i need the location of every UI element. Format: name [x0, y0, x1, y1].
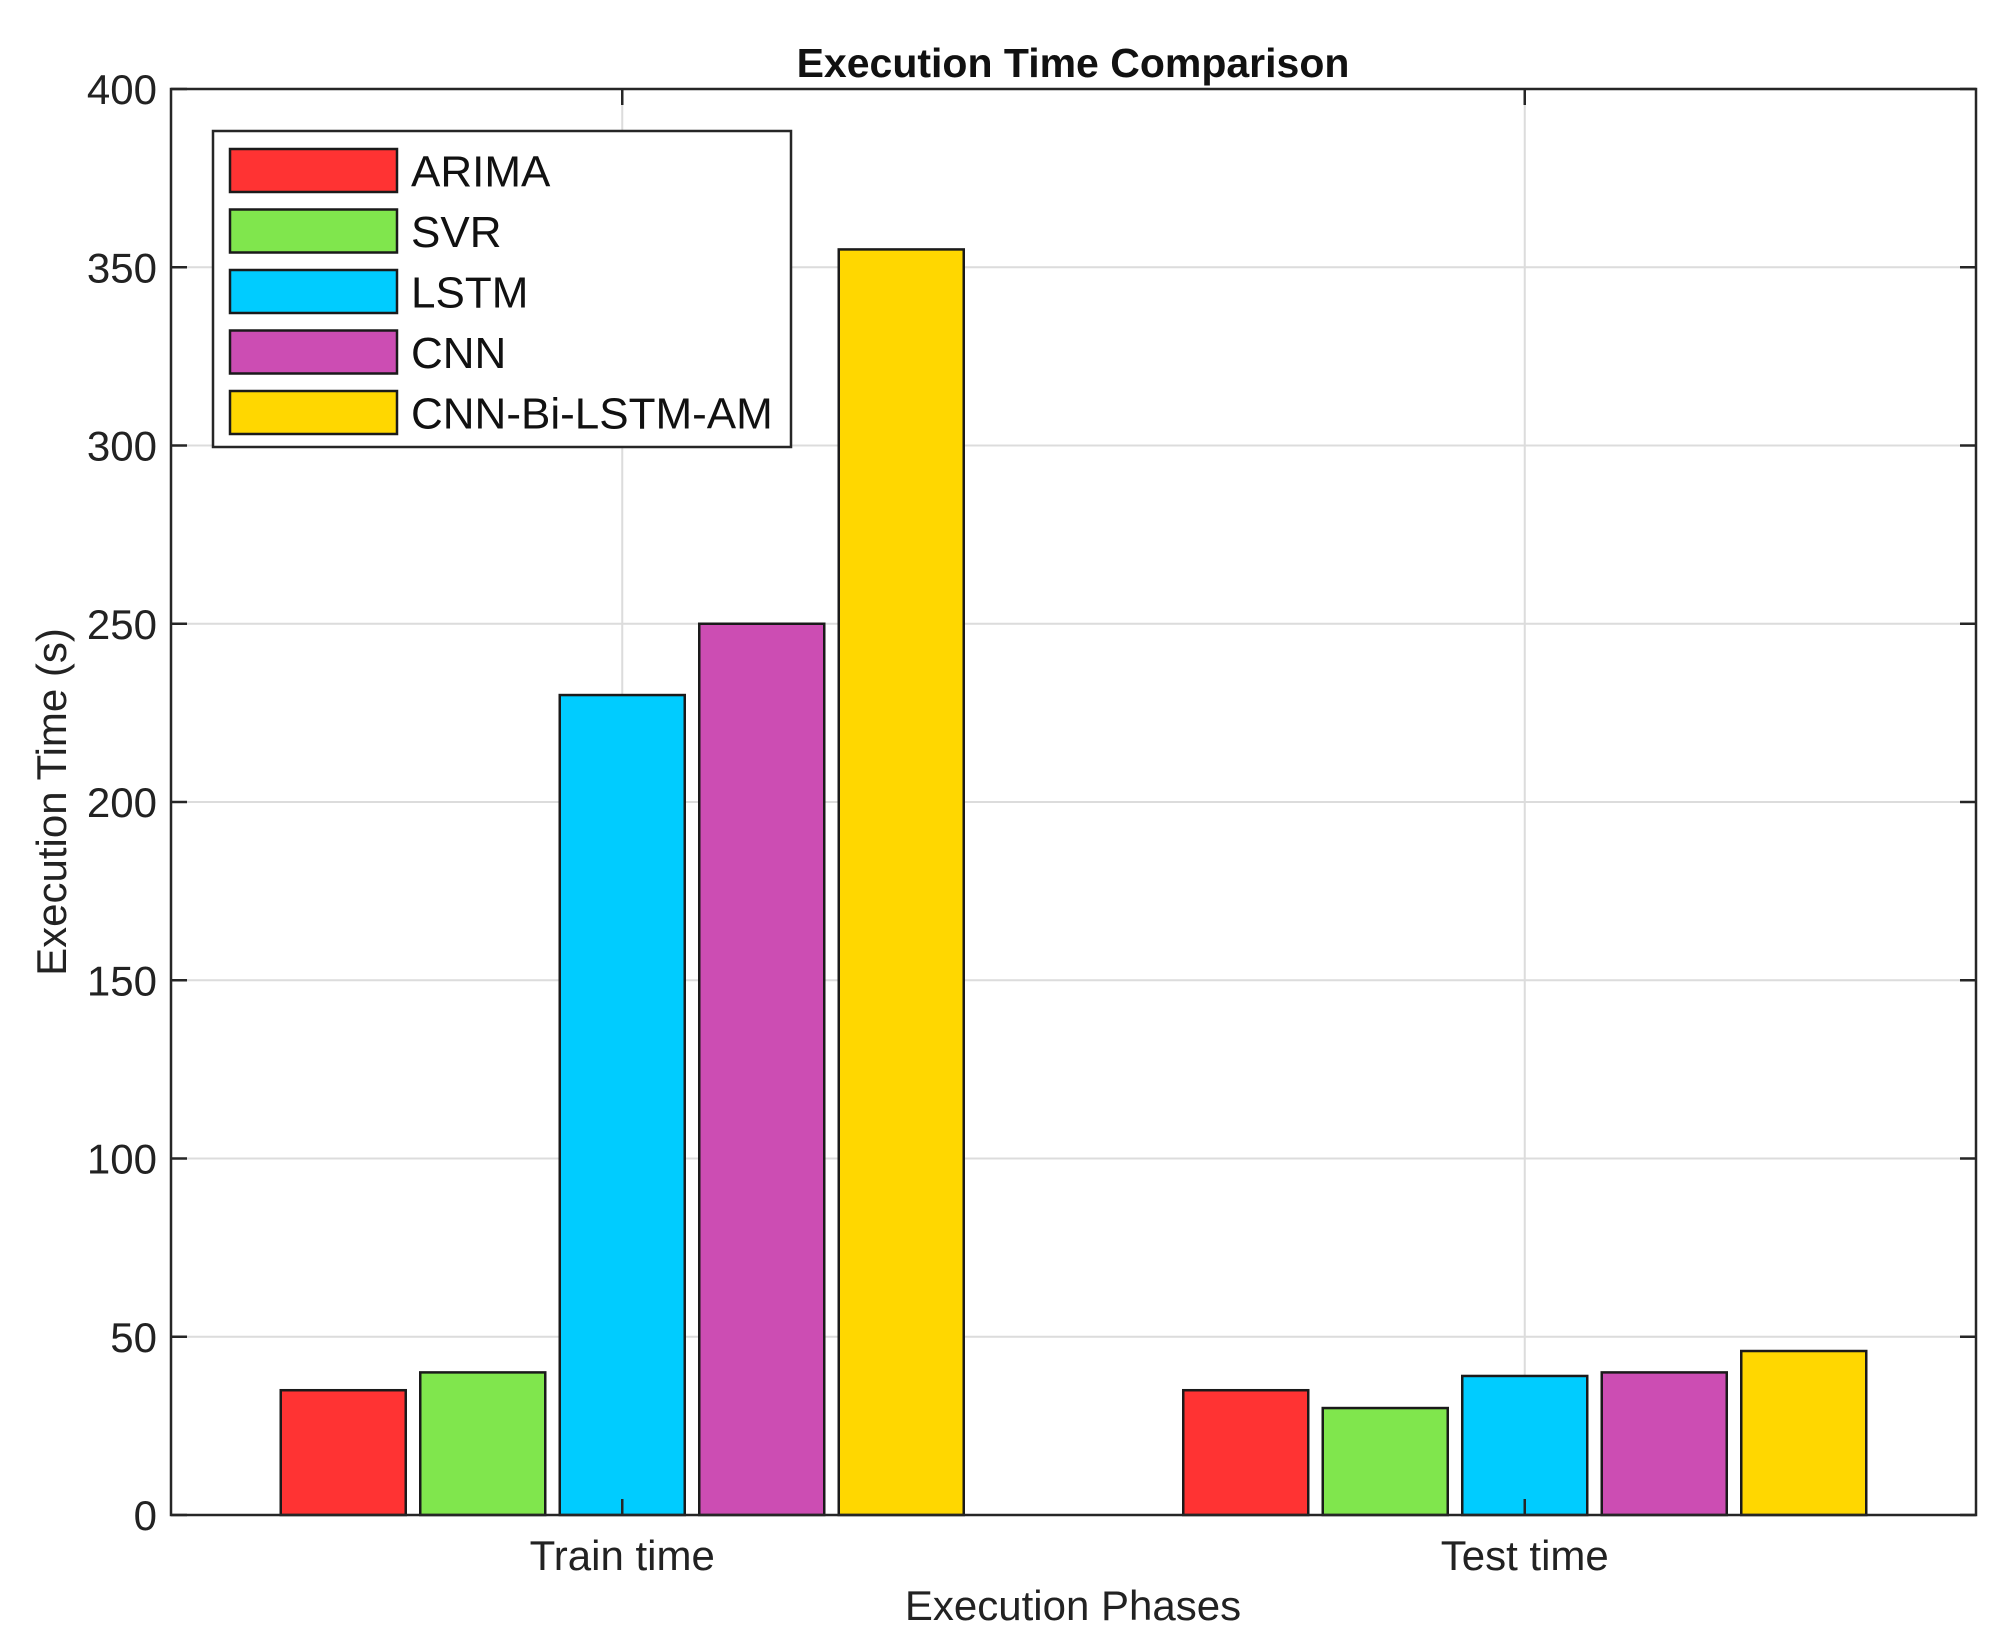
legend-swatch-cnn: [228, 329, 399, 375]
y-tick-label: 300: [87, 423, 157, 470]
y-tick-label: 0: [134, 1492, 157, 1539]
bar-svr-test-time: [1321, 1406, 1449, 1517]
y-tick-label: 50: [110, 1314, 157, 1361]
bar-lstm-test-time: [1461, 1374, 1589, 1517]
y-tick-label: 400: [87, 66, 157, 113]
y-tick-label: 200: [87, 779, 157, 826]
axis-ticks: 0 50 100 150 200 250 300 350 400 Train time Test t…: [87, 66, 1976, 1579]
legend-label-cnn: CNN: [411, 329, 506, 378]
bar-cnn-bi-lstm-am-test-time: [1740, 1349, 1868, 1517]
bar-lstm-train-time: [558, 693, 686, 1517]
x-axis-label: Execution Phases: [905, 1582, 1241, 1629]
legend-label-arima: ARIMA: [411, 148, 551, 197]
legend-swatch-lstm: [228, 268, 399, 315]
y-axis-label: Execution Time (s): [28, 628, 75, 976]
bar-arima-train-time: [279, 1388, 407, 1517]
legend-label-svr: SVR: [411, 208, 501, 257]
y-tick-label: 350: [87, 244, 157, 291]
y-tick-label: 150: [87, 957, 157, 1004]
legend-label-cnn-bi-lstm-am: CNN-Bi-LSTM-AM: [411, 390, 773, 439]
bars: [279, 248, 1868, 1517]
x-tick-label: Train time: [530, 1532, 715, 1579]
legend: ARIMA SVR LSTM CNN CNN-Bi-LSTM-AM: [211, 129, 793, 449]
bar-svr-train-time: [419, 1371, 547, 1517]
legend-swatch-svr: [228, 208, 399, 254]
bar-cnn-test-time: [1600, 1371, 1728, 1517]
chart-title: Execution Time Comparison: [797, 40, 1350, 86]
bar-cnn-bi-lstm-am-train-time: [837, 248, 965, 1517]
legend-swatch-arima: [228, 147, 399, 194]
y-tick-label: 250: [87, 601, 157, 648]
bar-cnn-train-time: [698, 622, 826, 1517]
bar-arima-test-time: [1182, 1388, 1310, 1517]
x-tick-label: Test time: [1441, 1532, 1609, 1579]
legend-label-lstm: LSTM: [411, 269, 528, 318]
legend-swatch-cnn-bi-lstm-am: [228, 389, 399, 436]
y-tick-label: 100: [87, 1136, 157, 1183]
